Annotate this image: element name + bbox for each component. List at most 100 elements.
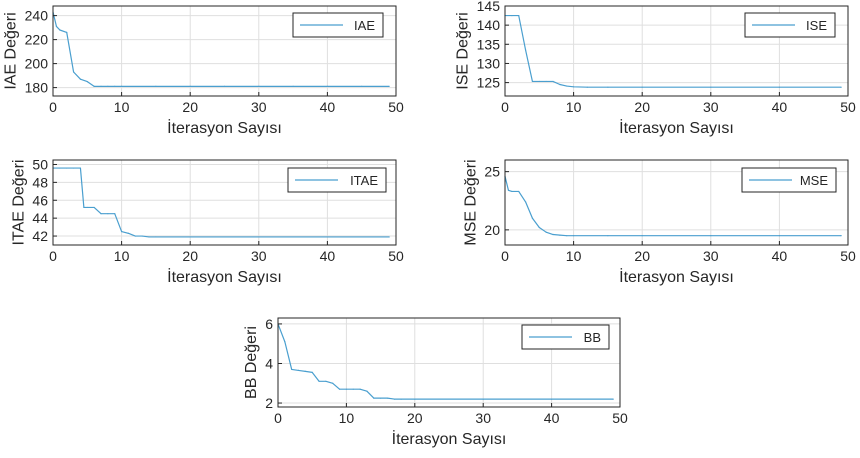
itae-legend: ITAE bbox=[287, 167, 387, 193]
bb-y-tick-label: 2 bbox=[265, 395, 273, 411]
mse-x-tick-label: 10 bbox=[566, 248, 582, 264]
ise-data-point bbox=[531, 80, 534, 83]
mse-data-point bbox=[531, 217, 534, 219]
iae-legend-label: IAE bbox=[354, 18, 375, 33]
itae-data-point bbox=[155, 236, 157, 238]
ise-x-tick-label: 0 bbox=[501, 99, 509, 115]
ise-data-point bbox=[545, 80, 547, 83]
bb-data-point bbox=[386, 397, 389, 399]
bb-data-point bbox=[551, 398, 553, 400]
iae-x-tick-label: 40 bbox=[320, 99, 336, 115]
iae-x-tick-label: 50 bbox=[388, 99, 404, 115]
bb-data-point bbox=[373, 397, 375, 399]
ise-data-point bbox=[778, 86, 781, 88]
bb-data-point bbox=[414, 398, 416, 400]
bb-data-point bbox=[291, 368, 293, 371]
ise-legend-label: ISE bbox=[806, 18, 827, 33]
mse-data-point bbox=[511, 190, 513, 193]
bb-data-point bbox=[352, 388, 354, 390]
iae-data-point bbox=[55, 25, 58, 27]
bb-data-point bbox=[400, 398, 402, 400]
ise-data-point bbox=[518, 14, 520, 17]
mse-data-point bbox=[559, 234, 561, 236]
iae-data-point bbox=[258, 85, 260, 87]
ise-x-axis-title: İterasyon Sayısı bbox=[619, 118, 734, 137]
iae-y-tick-label: 180 bbox=[25, 80, 49, 96]
bb-data-point bbox=[325, 380, 327, 382]
iae-y-axis-title: IAE Değeri bbox=[3, 12, 20, 89]
ise-data-point bbox=[524, 49, 527, 51]
iae-x-tick-label: 10 bbox=[114, 99, 130, 115]
itae-data-point bbox=[134, 235, 136, 237]
itae-data-point bbox=[148, 236, 150, 238]
itae-data-point bbox=[121, 230, 123, 233]
itae-x-tick-label: 50 bbox=[388, 248, 404, 264]
bb-data-point bbox=[612, 398, 614, 400]
mse-x-tick-label: 50 bbox=[840, 248, 856, 264]
ise-x-tick-label: 20 bbox=[634, 99, 650, 115]
iae-data-point bbox=[66, 31, 68, 33]
mse-data-point bbox=[545, 231, 547, 233]
bb-x-tick-label: 20 bbox=[407, 410, 423, 426]
mse-chart: 0 10 20 30 40 50 20 25 İterasyon Sayısı MSE Değer… bbox=[462, 159, 856, 286]
iae-x-axis-title: İterasyon Sayısı bbox=[167, 118, 282, 137]
itae-data-point bbox=[79, 167, 82, 169]
bb-data-point bbox=[380, 397, 382, 399]
mse-axes-frame bbox=[504, 159, 849, 246]
bb-legend: BB bbox=[521, 324, 610, 350]
iae-axes-frame bbox=[52, 5, 397, 97]
bb-x-tick-label: 40 bbox=[544, 410, 560, 426]
iae-data-point bbox=[121, 85, 123, 87]
iae-data-point bbox=[223, 85, 226, 87]
itae-axes-frame bbox=[52, 159, 397, 246]
ise-data-point bbox=[607, 86, 609, 88]
itae-data-point bbox=[127, 232, 130, 234]
itae-data-point bbox=[72, 167, 75, 169]
bb-data-point bbox=[297, 369, 300, 372]
bb-x-tick-label: 50 bbox=[612, 410, 628, 426]
itae-y-axis-title: ITAE Değeri bbox=[10, 160, 27, 246]
ise-x-tick-label: 30 bbox=[703, 99, 719, 115]
mse-data-point bbox=[538, 226, 540, 229]
mse-y-axis-title: MSE Değeri bbox=[462, 159, 479, 245]
ise-y-tick-label: 130 bbox=[477, 55, 501, 71]
itae-data-point bbox=[141, 235, 143, 237]
mse-legend-label: MSE bbox=[800, 173, 829, 188]
mse-x-tick-label: 20 bbox=[634, 248, 650, 264]
ise-data-point bbox=[840, 86, 842, 88]
bb-data-point bbox=[304, 370, 306, 372]
bb-data-point bbox=[366, 390, 368, 392]
mse-data-point bbox=[507, 189, 510, 191]
bb-x-tick-label: 10 bbox=[339, 410, 355, 426]
mse-data-point bbox=[524, 201, 527, 203]
iae-data-point bbox=[292, 85, 294, 87]
bb-data-point bbox=[359, 388, 361, 390]
iae-data-point bbox=[189, 85, 191, 87]
mse-x-tick-label: 30 bbox=[703, 248, 719, 264]
mse-x-tick-label: 0 bbox=[501, 248, 509, 264]
itae-y-tick-label: 42 bbox=[32, 228, 48, 244]
iae-chart: 0 10 20 30 40 50 180 200 220 240 İterasyon Sayısı I… bbox=[3, 5, 404, 137]
iae-data-point bbox=[155, 85, 157, 87]
bb-chart: 0 10 20 30 40 50 2 4 6 İterasyon Sayısı BB Değeri B… bbox=[243, 316, 628, 448]
bb-legend-label: BB bbox=[584, 330, 601, 345]
bb-data-point bbox=[332, 382, 334, 384]
itae-data-point bbox=[114, 213, 116, 215]
iae-y-tick-label: 200 bbox=[25, 56, 49, 72]
bb-y-tick-label: 4 bbox=[265, 355, 273, 371]
iae-y-tick-label: 220 bbox=[25, 32, 49, 48]
itae-data-point bbox=[107, 213, 109, 215]
ise-y-tick-label: 145 bbox=[477, 0, 501, 14]
mse-data-point bbox=[710, 235, 712, 237]
bb-data-point bbox=[318, 380, 320, 382]
ise-x-tick-label: 10 bbox=[566, 99, 582, 115]
ise-data-point bbox=[511, 14, 513, 17]
mse-y-tick-label: 20 bbox=[484, 222, 500, 238]
bb-data-point bbox=[311, 371, 313, 373]
ise-y-tick-label: 135 bbox=[477, 36, 501, 52]
bb-axes-frame bbox=[277, 317, 621, 408]
ise-data-point bbox=[641, 86, 643, 88]
iae-data-point bbox=[361, 85, 363, 87]
ise-chart: 0 10 20 30 40 50 125 130 135 140 145 İterasyon Sayı… bbox=[455, 0, 856, 137]
mse-data-point bbox=[518, 190, 520, 193]
